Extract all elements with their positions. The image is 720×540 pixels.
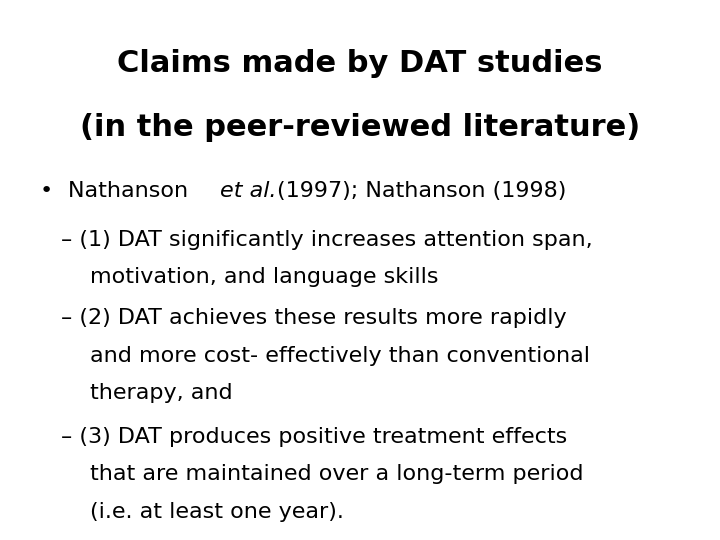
Text: •: • xyxy=(40,181,53,201)
Text: Nathanson: Nathanson xyxy=(68,181,196,201)
Text: (i.e. at least one year).: (i.e. at least one year). xyxy=(90,502,344,522)
Text: (in the peer-reviewed literature): (in the peer-reviewed literature) xyxy=(80,113,640,143)
Text: Claims made by DAT studies: Claims made by DAT studies xyxy=(117,49,603,78)
Text: – (3) DAT produces positive treatment effects: – (3) DAT produces positive treatment ef… xyxy=(61,427,567,447)
Text: (1997); Nathanson (1998): (1997); Nathanson (1998) xyxy=(277,181,567,201)
Text: therapy, and: therapy, and xyxy=(90,383,233,403)
Text: – (2) DAT achieves these results more rapidly: – (2) DAT achieves these results more ra… xyxy=(61,308,567,328)
Text: motivation, and language skills: motivation, and language skills xyxy=(90,267,438,287)
Text: et al.: et al. xyxy=(220,181,276,201)
Text: that are maintained over a long-term period: that are maintained over a long-term per… xyxy=(90,464,583,484)
Text: and more cost- effectively than conventional: and more cost- effectively than conventi… xyxy=(90,346,590,366)
Text: – (1) DAT significantly increases attention span,: – (1) DAT significantly increases attent… xyxy=(61,230,593,249)
